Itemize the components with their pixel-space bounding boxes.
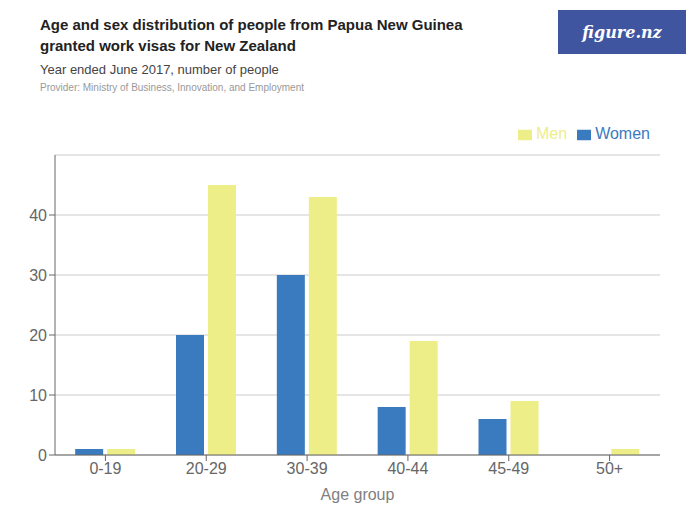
svg-text:0: 0 — [38, 447, 47, 464]
svg-text:40: 40 — [29, 207, 47, 224]
svg-text:30: 30 — [29, 267, 47, 284]
svg-text:0-19: 0-19 — [89, 460, 121, 477]
svg-text:30-39: 30-39 — [287, 460, 328, 477]
html-text:Year ended June 2017, number o: Year ended June 2017, number of people — [40, 62, 279, 77]
svg-text:40-44: 40-44 — [387, 460, 428, 477]
svg-text:20-29: 20-29 — [186, 460, 227, 477]
html-text:Women: Women — [595, 125, 650, 142]
html-text:Provider: Ministry of Business: Provider: Ministry of Business, Innovati… — [40, 82, 304, 93]
svg-text:20: 20 — [29, 327, 47, 344]
html-text:figure.nz: figure.nz — [582, 22, 662, 42]
html-text:Age and sex distribution of pe: Age and sex distribution of people from … — [40, 16, 463, 54]
svg-text:45-49: 45-49 — [488, 460, 529, 477]
svg-text:Age group: Age group — [321, 486, 395, 503]
svg-text:10: 10 — [29, 387, 47, 404]
html-text:Men: Men — [536, 125, 568, 142]
svg-text:50+: 50+ — [596, 460, 623, 477]
